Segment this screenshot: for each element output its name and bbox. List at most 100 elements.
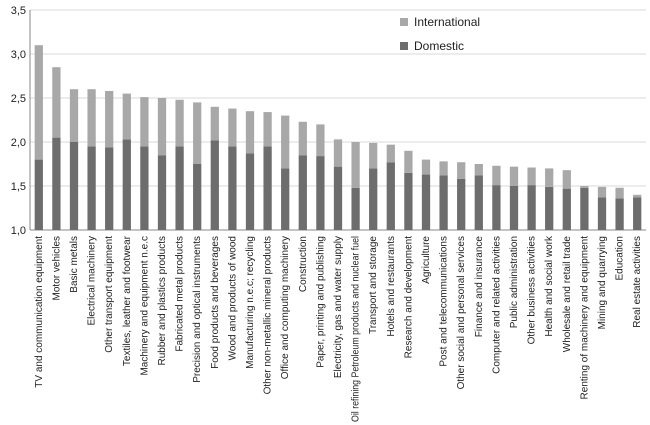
bar-segment: [228, 108, 237, 147]
bar-segment: [34, 159, 43, 230]
x-tick-label: Other business activities: [527, 236, 538, 344]
bar-segment: [333, 139, 343, 167]
bar-segment: [404, 172, 413, 230]
bar-segment: [210, 140, 219, 230]
bar-segment: [52, 137, 61, 230]
bar-segment: [69, 89, 79, 142]
x-tick-label: Electrical machinery: [87, 236, 98, 325]
bar-segment: [281, 168, 290, 230]
x-tick-label: Food products and beverages: [210, 236, 221, 369]
x-tick-label: Agriculture: [421, 236, 432, 284]
bar-segment: [580, 187, 589, 230]
x-tick-label: Renting of machinery and equipment: [579, 236, 590, 400]
bar-segment: [404, 150, 413, 173]
bar-segment: [281, 115, 290, 169]
bar-segment: [474, 164, 483, 176]
legend-swatch: [400, 42, 408, 50]
y-tick-label: 3,5: [11, 5, 26, 17]
bar-segment: [351, 187, 360, 230]
bar-segment: [263, 112, 272, 147]
x-tick-label: Finance and insurance: [474, 236, 485, 338]
bar-segment: [369, 168, 378, 230]
bar-segment: [492, 165, 501, 186]
bar-segment: [122, 139, 131, 230]
bar-segment: [140, 146, 149, 230]
bar-segment: [157, 155, 167, 230]
bar-segment: [615, 187, 624, 199]
x-tick-label: Rubber and plastics products: [157, 236, 168, 366]
bar-segment: [545, 168, 554, 187]
x-tick-label: Precision and optical instruments: [192, 236, 203, 383]
x-tick-label: Basic metals: [69, 236, 80, 293]
x-tick-label: TV and communication equipment: [34, 236, 45, 388]
bar-segment: [333, 166, 343, 230]
bar-segment: [105, 147, 114, 230]
bar-segment: [175, 99, 184, 147]
bar-segment: [545, 186, 554, 230]
legend-swatch: [400, 18, 408, 26]
x-tick-label: Construction: [298, 236, 309, 292]
bar-segment: [615, 198, 624, 230]
bar-segment: [492, 185, 501, 230]
x-tick-label: Education: [615, 236, 626, 280]
y-tick-label: 1,5: [11, 181, 26, 193]
bar-segment: [105, 90, 114, 148]
x-tick-label: Public administration: [509, 236, 520, 328]
x-tick-label: Transport and storage: [368, 236, 379, 334]
bar-segment: [527, 185, 536, 230]
x-tick-label: Wood and products of wood: [227, 236, 238, 360]
bar-segment: [87, 89, 96, 147]
y-tick-label: 3,0: [11, 49, 26, 61]
x-tick-label: Hotels and restaurants: [386, 236, 397, 337]
bar-segment: [386, 144, 395, 163]
bar-segment: [509, 186, 519, 230]
x-tick-label: Machinery and equipment n.e.c: [139, 236, 150, 376]
x-tick-label: Research and development: [403, 236, 414, 359]
bar-segment: [245, 153, 255, 230]
x-tick-label: Office and computing machinery: [280, 236, 291, 379]
y-tick-label: 2,0: [11, 137, 26, 149]
bar-segment: [562, 170, 571, 189]
x-tick-label: Other non-metallic mineral products: [263, 236, 274, 394]
x-tick-label: Motor vehicles: [51, 236, 62, 300]
bar-segment: [140, 97, 149, 147]
bar-segment: [562, 188, 571, 230]
bar-segment: [263, 146, 272, 230]
x-tick-label: Paper, printing and publishing: [315, 236, 326, 368]
bar-segment: [580, 186, 589, 188]
bar-segment: [474, 175, 483, 230]
bar-segment: [210, 106, 219, 141]
bar-segment: [316, 124, 325, 157]
bar-segment: [52, 67, 61, 138]
bar-segment: [369, 142, 378, 169]
bar-segment: [228, 146, 237, 230]
bar-segment: [122, 93, 131, 140]
bar-segment: [316, 156, 325, 230]
bar-segment: [34, 45, 43, 160]
x-tick-label: Textiles, leather and footwear: [122, 235, 133, 366]
bar-segment: [457, 162, 466, 179]
bar-segment: [193, 102, 202, 164]
bar-segment: [439, 175, 448, 230]
bar-segment: [633, 197, 642, 230]
bar-segment: [439, 161, 448, 176]
x-tick-label: Health and social work: [544, 235, 555, 337]
bar-segment: [527, 167, 536, 186]
bar-segment: [633, 194, 642, 198]
x-tick-label: Manufacturing n.e.c; recycling: [245, 236, 256, 369]
legend-label: International: [414, 15, 480, 29]
bar-segment: [245, 111, 255, 154]
bar-segment: [386, 162, 395, 230]
x-tick-label: Mining and quarrying: [597, 236, 608, 329]
bar-segment: [69, 142, 79, 230]
bar-segment: [298, 121, 307, 156]
bar-segment: [157, 98, 167, 156]
x-tick-label: Post and telecommunications: [439, 236, 450, 367]
x-tick-label: Wholesale and retail trade: [562, 236, 573, 353]
bar-segment: [421, 174, 431, 230]
bar-segment: [597, 186, 607, 198]
bar-segment: [193, 164, 202, 230]
bar-segment: [175, 146, 184, 230]
x-tick-label: Electricity, gas and water supply: [333, 236, 344, 378]
